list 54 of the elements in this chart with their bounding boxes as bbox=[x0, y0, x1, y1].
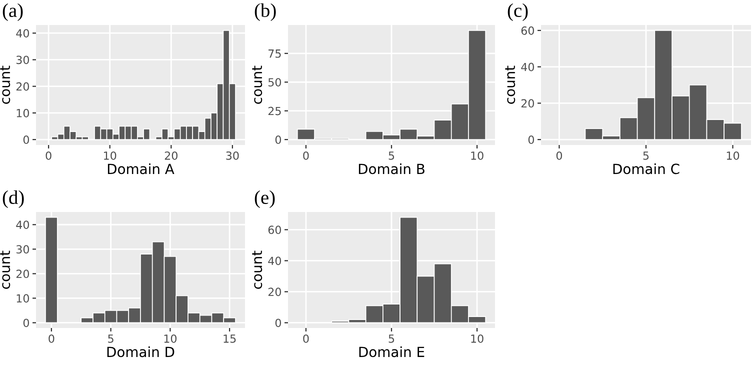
x-tick-label: 5 bbox=[388, 334, 394, 343]
y-tick-label: 20 bbox=[268, 288, 282, 296]
y-tick-label: 40 bbox=[268, 256, 282, 266]
x-tick-label: 0 bbox=[46, 151, 52, 160]
x-tick-label: 10 bbox=[471, 334, 484, 343]
x-tick-label: 10 bbox=[726, 151, 740, 160]
y-tick-label: 30 bbox=[16, 56, 30, 64]
x-axis-title: Domain B bbox=[358, 163, 424, 174]
y-tick-label: 30 bbox=[16, 245, 30, 254]
y-tick-label: 20 bbox=[16, 82, 30, 91]
y-tick-label: 25 bbox=[268, 106, 281, 116]
x-tick-label: 0 bbox=[303, 151, 309, 160]
x-tick-label: 10 bbox=[471, 151, 484, 160]
x-tick-label: 20 bbox=[164, 151, 178, 160]
x-tick-label: 15 bbox=[224, 334, 236, 343]
y-tick-label: 0 bbox=[528, 136, 534, 144]
y-tick-label: 0 bbox=[275, 136, 282, 144]
chart-title: (a) bbox=[2, 3, 23, 21]
x-tick-label: 5 bbox=[108, 334, 114, 343]
y-tick-label: 0 bbox=[275, 318, 282, 328]
y-axis-title: count bbox=[252, 66, 262, 104]
chart-title: (d) bbox=[2, 190, 24, 208]
y-axis-title: count bbox=[505, 66, 516, 104]
y-tick-label: 0 bbox=[23, 136, 30, 144]
x-axis-title: Domain C bbox=[613, 163, 680, 174]
chart-title: (e) bbox=[254, 190, 275, 208]
y-tick-label: 60 bbox=[268, 226, 282, 234]
y-tick-label: 40 bbox=[16, 29, 30, 38]
y-tick-label: 50 bbox=[268, 78, 282, 87]
y-axis-title: count bbox=[0, 66, 10, 104]
y-axis-title: count bbox=[252, 250, 262, 289]
y-tick-label: 10 bbox=[16, 294, 30, 303]
x-axis-title: Domain A bbox=[108, 163, 174, 174]
y-tick-label: 0 bbox=[23, 318, 30, 328]
x-tick-label: 30 bbox=[226, 151, 239, 160]
x-tick-label: 5 bbox=[388, 152, 394, 160]
y-tick-label: 20 bbox=[521, 99, 534, 108]
x-axis-title: Domain D bbox=[107, 346, 174, 358]
chart-title: (b) bbox=[254, 3, 276, 21]
x-axis-title: Domain E bbox=[359, 346, 424, 358]
y-tick-label: 75 bbox=[268, 50, 281, 58]
y-tick-label: 60 bbox=[521, 26, 534, 35]
y-tick-label: 20 bbox=[16, 270, 30, 278]
x-tick-label: 5 bbox=[643, 152, 649, 160]
y-tick-label: 40 bbox=[16, 220, 30, 230]
y-tick-label: 40 bbox=[521, 62, 534, 72]
y-axis-title: count bbox=[0, 250, 10, 289]
x-tick-label: 0 bbox=[556, 151, 562, 160]
x-tick-label: 10 bbox=[164, 334, 177, 343]
x-tick-label: 0 bbox=[303, 334, 309, 343]
x-tick-label: 0 bbox=[48, 334, 54, 343]
y-tick-label: 10 bbox=[16, 108, 30, 118]
chart-title: (c) bbox=[508, 3, 528, 21]
x-tick-label: 10 bbox=[104, 151, 116, 160]
